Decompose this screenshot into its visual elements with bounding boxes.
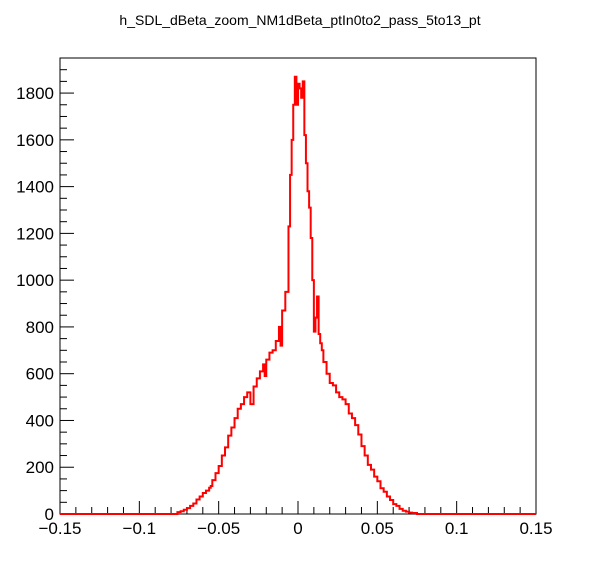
y-tick-label: 400 xyxy=(26,411,54,430)
y-tick-label: 1200 xyxy=(16,224,54,243)
y-tick-label: 1000 xyxy=(16,271,54,290)
y-tick-label: 1400 xyxy=(16,178,54,197)
x-tick-label: 0 xyxy=(293,519,302,538)
x-tick-label: 0.1 xyxy=(445,519,469,538)
plot-frame xyxy=(59,57,537,515)
y-tick-label: 1600 xyxy=(16,131,54,150)
y-tick-label: 0 xyxy=(45,505,54,524)
y-tick-label: 800 xyxy=(26,318,54,337)
x-tick-label: 0.05 xyxy=(361,519,394,538)
histogram-series-line xyxy=(60,75,536,515)
x-tick-label: −0.15 xyxy=(38,519,81,538)
series-group xyxy=(60,75,536,515)
plot-area xyxy=(59,57,537,515)
y-tick-label: 200 xyxy=(26,458,54,477)
x-tick-label: −0.05 xyxy=(197,519,240,538)
chart-title: h_SDL_dBeta_zoom_NM1dBeta_ptIn0to2_pass_… xyxy=(119,12,480,28)
x-tick-label: −0.1 xyxy=(123,519,157,538)
y-tick-label: 1800 xyxy=(16,84,54,103)
x-tick-label: 0.15 xyxy=(519,519,552,538)
y-tick-label: 600 xyxy=(26,365,54,384)
x-axis: −0.15 −0.1 −0.05 0 0.05 0.1 0.15 xyxy=(38,501,553,538)
y-axis: 0 200 400 600 800 1000 1200 1400 1600 1800 xyxy=(16,57,74,524)
